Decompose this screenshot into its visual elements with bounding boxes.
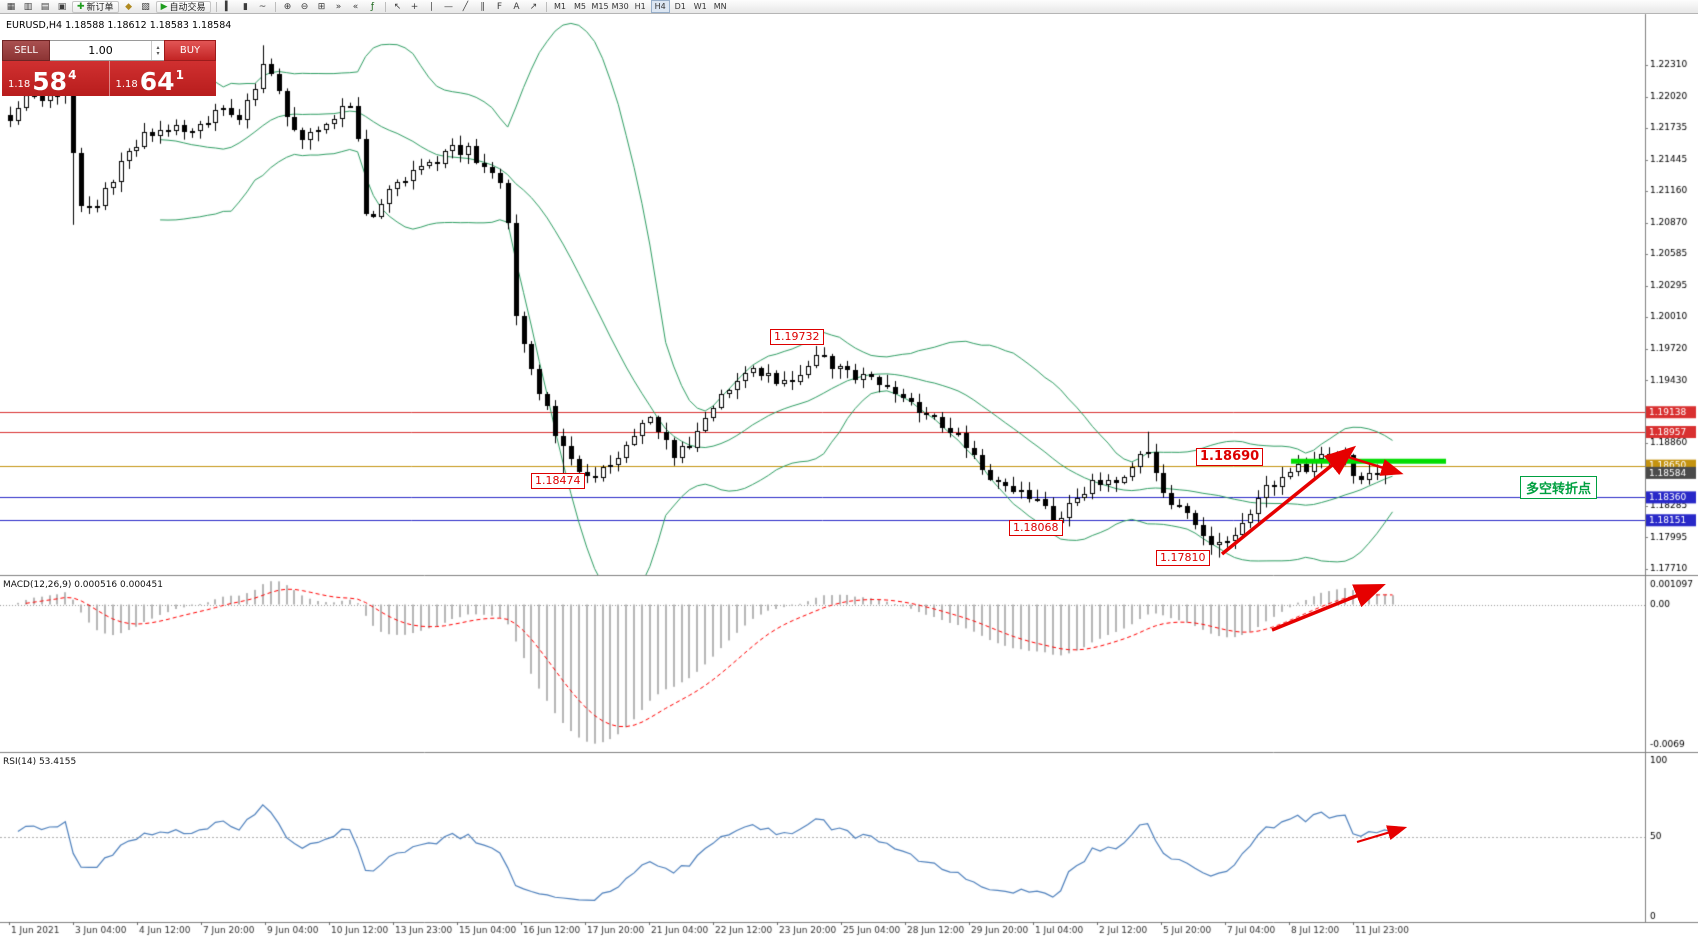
cursor-icon[interactable]: ↖	[393, 1, 402, 12]
turning-point-label[interactable]: 多空转折点	[1520, 476, 1598, 499]
toolbar: ▦ ▥ ▤ ▣ ✚ 新订单 ◆ ▧ ▶ 自动交易 ▍ ▮ ~ ⊕ ⊖ ⊞ » « ƒ ↖ + ∣ — ╱ ∥ F A ↗ M1 M5 M15…	[0, 0, 1698, 14]
auto-trading-icon: ▶	[160, 1, 168, 12]
candlestick-chart-icon[interactable]: ▮	[243, 1, 248, 12]
sell-button[interactable]: SELL	[2, 40, 50, 61]
trendline-icon[interactable]: ╱	[462, 1, 469, 12]
auto-scroll-icon[interactable]: »	[335, 1, 342, 12]
new-chart-icon[interactable]: ▦	[6, 1, 16, 12]
crosshair-icon[interactable]: +	[410, 1, 419, 12]
symbol-ohlc-line: EURUSD,H4 1.18588 1.18612 1.18583 1.1858…	[6, 20, 232, 31]
toolbar-separator	[274, 1, 276, 12]
new-order-button-label: 新订单	[86, 3, 114, 13]
tile-windows-icon[interactable]: ⊞	[317, 1, 326, 12]
timeframe-h1[interactable]: H1	[634, 2, 646, 11]
buy-price-button[interactable]: 1.18 64 1	[108, 61, 216, 96]
text-icon[interactable]: A	[513, 1, 520, 12]
spinner-up-icon[interactable]: ▴	[156, 43, 160, 51]
chart-shift-icon[interactable]: «	[352, 1, 359, 12]
auto-trading-button[interactable]: ▶ 自动交易	[155, 0, 211, 13]
rsi-indicator-label: RSI(14) 53.4155	[3, 757, 77, 767]
fibonacci-icon[interactable]: F	[496, 1, 503, 12]
zoom-out-icon[interactable]: ⊖	[300, 1, 309, 12]
sell-price-button[interactable]: 1.18 58 4	[2, 61, 109, 96]
sell-price-sup: 4	[68, 68, 77, 82]
one-click-trading-panel: SELL 1.00 ▴ ▾ BUY 1.18 58 4 1.18 64 1	[2, 40, 216, 96]
zoom-in-icon[interactable]: ⊕	[283, 1, 292, 12]
price-annotation[interactable]: 1.19732	[770, 329, 824, 345]
indicators-icon[interactable]: ƒ	[370, 1, 375, 12]
lot-size-field[interactable]: 1.00 ▴ ▾	[50, 40, 164, 61]
metaeditor-icon[interactable]: ◆	[125, 1, 133, 12]
timeframe-m5[interactable]: M5	[574, 2, 586, 11]
profiles-icon[interactable]: ▥	[23, 1, 33, 12]
sell-price-big: 58	[32, 67, 68, 96]
lot-size-value[interactable]: 1.00	[88, 44, 113, 57]
price-annotation[interactable]: 1.17810	[1156, 550, 1210, 566]
timeframe-m15[interactable]: M15	[591, 2, 609, 11]
data-window-icon[interactable]: ▣	[57, 1, 67, 12]
horizontal-line-icon[interactable]: —	[444, 1, 453, 12]
toolbar-separator	[215, 1, 217, 12]
price-annotation[interactable]: 1.18068	[1009, 520, 1063, 536]
strategy-tester-icon[interactable]: ▧	[141, 1, 150, 12]
buy-price-prefix: 1.18	[115, 79, 138, 90]
bar-chart-icon[interactable]: ▍	[225, 1, 232, 12]
timeframe-mn[interactable]: MN	[713, 2, 727, 11]
price-annotation[interactable]: 1.18474	[531, 473, 585, 489]
equidistant-channel-icon[interactable]: ∥	[480, 1, 485, 12]
toolbar-separator	[384, 1, 386, 12]
buy-button[interactable]: BUY	[164, 40, 216, 61]
buy-price-big: 64	[139, 67, 175, 96]
buy-price-sup: 1	[175, 68, 184, 82]
vertical-line-icon[interactable]: ∣	[429, 1, 434, 12]
timeframe-m1[interactable]: M1	[554, 2, 566, 11]
new-order-icon: ✚	[77, 1, 85, 12]
lot-spinner[interactable]: ▴ ▾	[151, 41, 164, 60]
line-chart-icon[interactable]: ~	[258, 1, 267, 12]
auto-trading-button-label: 自动交易	[169, 3, 206, 13]
timeframe-m30[interactable]: M30	[611, 2, 629, 11]
toolbar-separator	[545, 1, 547, 12]
sell-price-prefix: 1.18	[8, 79, 31, 90]
price-annotation[interactable]: 1.18690	[1196, 448, 1264, 466]
spinner-down-icon[interactable]: ▾	[156, 49, 160, 57]
timeframe-d1[interactable]: D1	[674, 2, 686, 11]
macd-indicator-label: MACD(12,26,9) 0.000516 0.000451	[3, 580, 163, 590]
arrows-icon[interactable]: ↗	[529, 1, 538, 12]
timeframe-h4[interactable]: H4	[650, 0, 670, 13]
new-order-button[interactable]: ✚ 新订单	[72, 0, 119, 13]
timeframe-w1[interactable]: W1	[693, 2, 707, 11]
market-watch-icon[interactable]: ▤	[40, 1, 50, 12]
